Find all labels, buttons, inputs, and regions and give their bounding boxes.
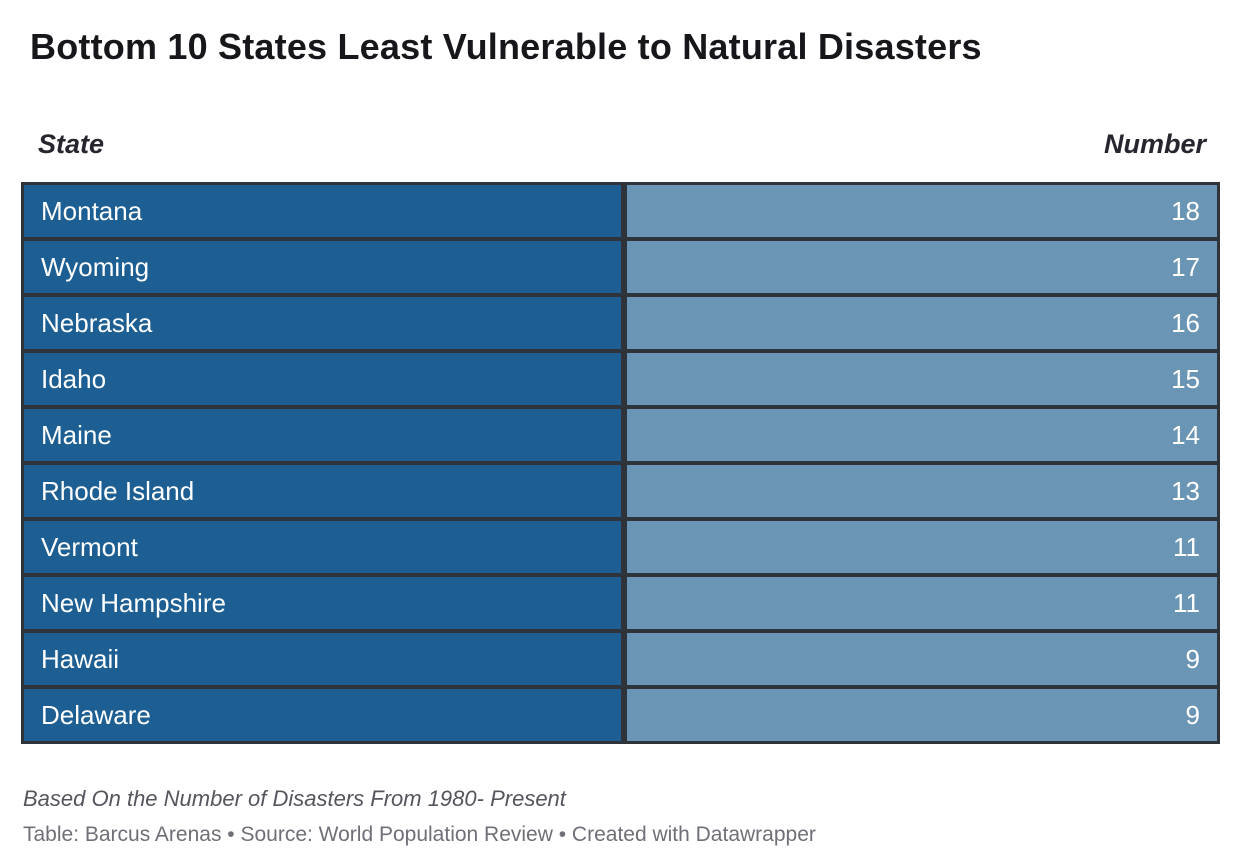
column-header-number: Number <box>1103 129 1206 159</box>
state-cell: Wyoming <box>24 241 621 293</box>
state-cell: Montana <box>24 185 621 237</box>
number-cell: 9 <box>627 633 1217 685</box>
table-attribution: Table: Barcus Arenas • Source: World Pop… <box>23 823 816 846</box>
number-cell: 15 <box>627 353 1217 405</box>
number-cell: 16 <box>627 297 1217 349</box>
table-note: Based On the Number of Disasters From 19… <box>23 786 566 811</box>
state-cell: Maine <box>24 409 621 461</box>
state-cell: Nebraska <box>24 297 621 349</box>
table-row: Maine 14 <box>24 409 1217 461</box>
number-cell: 14 <box>627 409 1217 461</box>
table-row: Montana 18 <box>24 185 1217 237</box>
data-table: Montana 18 Wyoming 17 Nebraska 16 Idaho … <box>21 182 1220 744</box>
number-cell: 11 <box>627 521 1217 573</box>
number-cell: 9 <box>627 689 1217 741</box>
table-row: Vermont 11 <box>24 521 1217 573</box>
number-cell: 18 <box>627 185 1217 237</box>
number-cell: 11 <box>627 577 1217 629</box>
table-row: Idaho 15 <box>24 353 1217 405</box>
number-cell: 17 <box>627 241 1217 293</box>
table-row: Delaware 9 <box>24 689 1217 741</box>
column-headers: State Number <box>38 129 1206 160</box>
number-cell: 13 <box>627 465 1217 517</box>
state-cell: Hawaii <box>24 633 621 685</box>
page-title: Bottom 10 States Least Vulnerable to Nat… <box>30 26 982 67</box>
state-cell: Vermont <box>24 521 621 573</box>
table-row: Rhode Island 13 <box>24 465 1217 517</box>
state-cell: Idaho <box>24 353 621 405</box>
table-row: Hawaii 9 <box>24 633 1217 685</box>
table-row: Wyoming 17 <box>24 241 1217 293</box>
state-cell: Delaware <box>24 689 621 741</box>
state-cell: Rhode Island <box>24 465 621 517</box>
column-header-state: State <box>38 129 105 159</box>
table-row: Nebraska 16 <box>24 297 1217 349</box>
table-row: New Hampshire 11 <box>24 577 1217 629</box>
state-cell: New Hampshire <box>24 577 621 629</box>
